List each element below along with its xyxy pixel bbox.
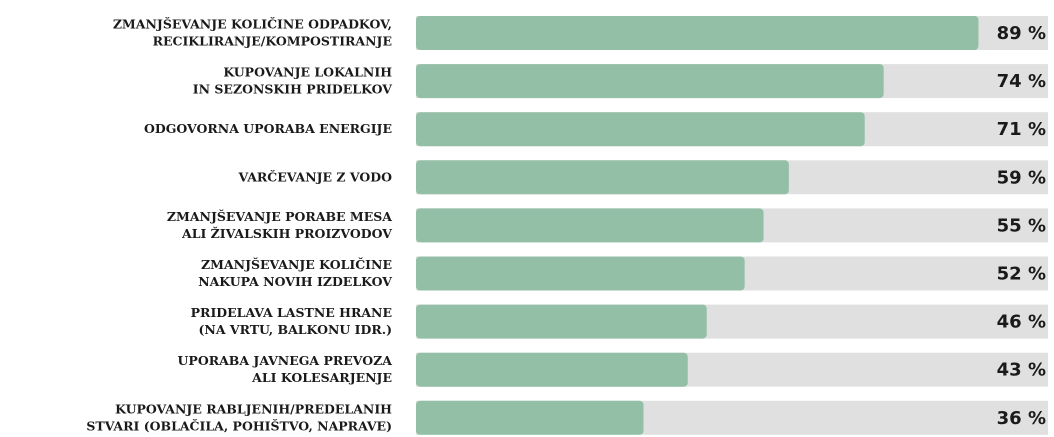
category-line: (NA VRTU, BALKONU IDR.) [198,322,392,337]
bar [416,400,644,435]
category-label: ZMANJŠEVANJE KOLIČINE NAKUPA NOVIH IZDELK… [198,256,392,289]
category-label: VARČEVANJE Z VODO [237,168,392,184]
bar [416,64,884,99]
bar [416,256,745,291]
value-label: 74 % [997,71,1046,92]
category-label: KUPOVANJE RABLJENIH/PREDELANIH STVARI (OB… [86,401,392,433]
category-line: KUPOVANJE RABLJENIH/PREDELANIH [115,401,392,416]
bar [416,16,979,50]
category-line: VARČEVANJE Z VODO [237,168,392,184]
category-line: PRIDELAVA LASTNE HRANE [191,305,392,320]
value-label: 46 % [997,312,1046,333]
category-line: RECIKLIRANJE/KOMPOSTIRANJE [153,33,392,48]
category-line: ZMANJŠEVANJE PORABE MESA [167,207,392,223]
category-line: IN SEZONSKIH PRIDELKOV [193,81,393,96]
category-line: ALI ŽIVALSKIH PROIZVODOV [181,225,392,240]
category-label: UPORABA JAVNEGA PREVOZA ALI KOLESARJENJE [178,353,393,385]
category-line: NAKUPA NOVIH IZDELKOV [198,274,392,289]
value-label: 43 % [997,360,1046,381]
category-label: ZMANJŠEVANJE KOLIČINE ODPADKOV, RECIKLIRA… [113,15,392,48]
value-label: 36 % [997,408,1046,429]
category-line: STVARI (OBLAČILA, POHIŠTVO, NAPRAVE) [86,417,392,433]
bar [416,112,865,147]
category-label: KUPOVANJE LOKALNIH IN SEZONSKIH PRIDELKOV [193,64,393,96]
value-label: 89 % [997,23,1046,44]
bar [416,352,688,387]
value-label: 71 % [997,119,1046,140]
bar [416,304,707,339]
bar [416,160,789,195]
value-label: 59 % [997,167,1046,188]
category-line: KUPOVANJE LOKALNIH [223,64,392,79]
category-line: ZMANJŠEVANJE KOLIČINE ODPADKOV, [113,15,392,31]
category-label: PRIDELAVA LASTNE HRANE (NA VRTU, BALKONU … [191,305,392,337]
category-label: ODGOVORNA UPORABA ENERGIJE [144,121,392,136]
bar [416,208,764,243]
category-line: UPORABA JAVNEGA PREVOZA [178,353,393,368]
category-line: ODGOVORNA UPORABA ENERGIJE [144,121,392,136]
category-line: ALI KOLESARJENJE [251,370,392,385]
value-label: 52 % [997,264,1046,285]
category-line: ZMANJŠEVANJE KOLIČINE [201,256,392,272]
category-label: ZMANJŠEVANJE PORABE MESA ALI ŽIVALSKIH PR… [167,207,392,240]
value-label: 55 % [997,215,1046,236]
